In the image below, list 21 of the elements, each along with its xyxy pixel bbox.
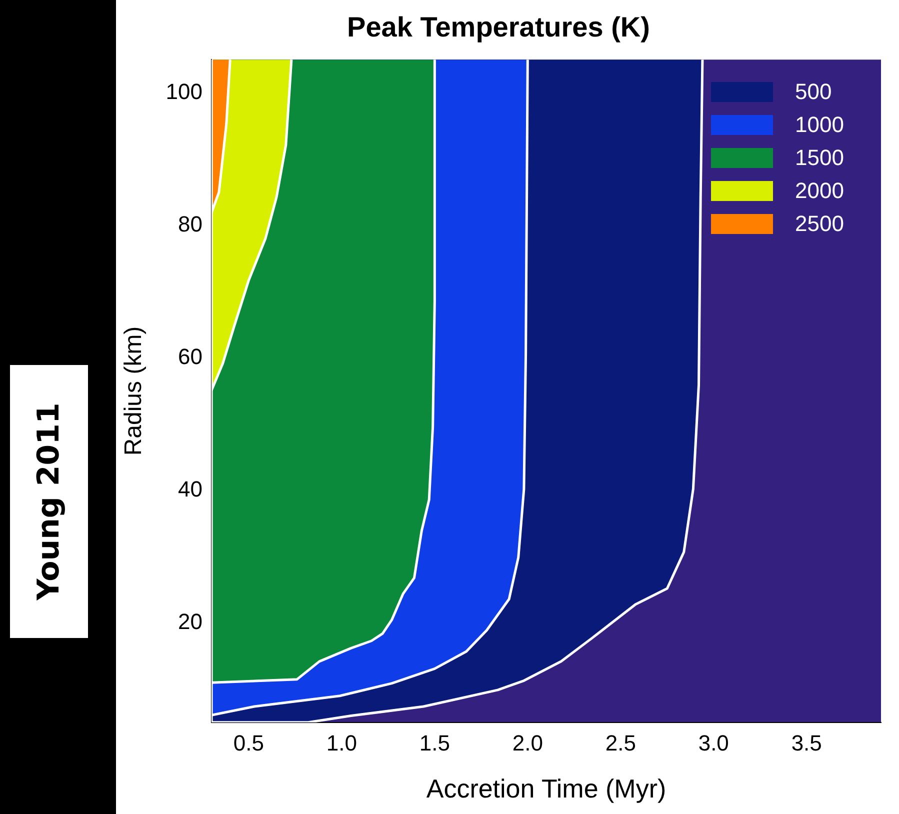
legend-label: 1500 [795, 145, 844, 172]
x-axis-title: Accretion Time (Myr) [426, 774, 666, 804]
x-tick-label: 2.0 [512, 730, 543, 756]
legend-label: 500 [795, 79, 832, 106]
y-axis-title: Radius (km) [120, 326, 148, 456]
x-tick-label: 3.0 [698, 730, 729, 756]
x-tick-label: 3.5 [791, 730, 822, 756]
y-tick-label: 100 [166, 78, 203, 104]
y-tick-label: 20 [178, 609, 203, 634]
x-tick-label: 1.5 [419, 730, 450, 756]
x-tick-label: 1.0 [326, 730, 357, 756]
legend-label: 2000 [795, 178, 844, 204]
x-tick-label: 0.5 [233, 730, 264, 756]
text: Young 2011 [32, 402, 66, 600]
legend-label: 2500 [795, 211, 844, 238]
y-tick-label: 60 [178, 344, 203, 369]
legend-label: 1000 [795, 112, 844, 138]
y-tick-label: 40 [178, 476, 203, 502]
x-tick-label: 2.5 [605, 730, 636, 756]
chart-title: Peak Temperatures (K) [347, 12, 650, 43]
y-tick-label: 80 [178, 211, 203, 236]
